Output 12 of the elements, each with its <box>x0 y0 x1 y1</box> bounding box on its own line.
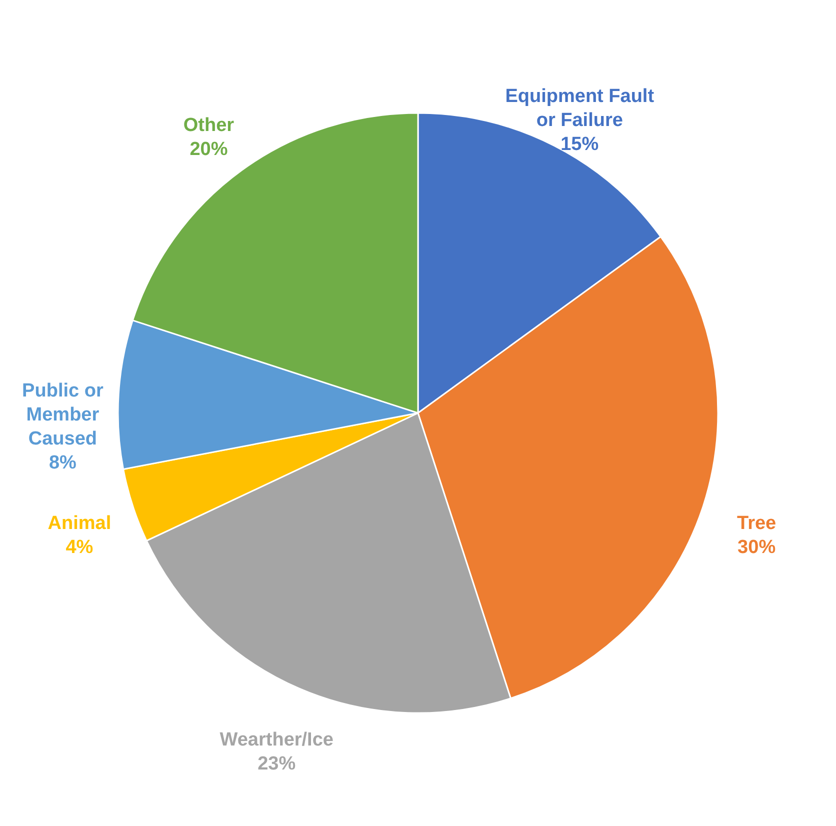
slice-label: Other <box>183 114 235 136</box>
data-label: 4% <box>66 537 94 558</box>
data-label: 30% <box>738 537 776 558</box>
slice-label: Public or Member Caused <box>22 380 104 450</box>
data-label: 15% <box>560 134 599 155</box>
slice-label: Animal <box>48 513 112 534</box>
slice-label: Equipment Fault or Failure <box>505 86 655 131</box>
data-label: 23% <box>258 754 296 775</box>
data-label: 8% <box>48 452 77 474</box>
slice-label: Tree <box>737 513 776 534</box>
slice-label: Wearther/Ice <box>220 730 334 751</box>
data-label: 20% <box>190 138 228 160</box>
